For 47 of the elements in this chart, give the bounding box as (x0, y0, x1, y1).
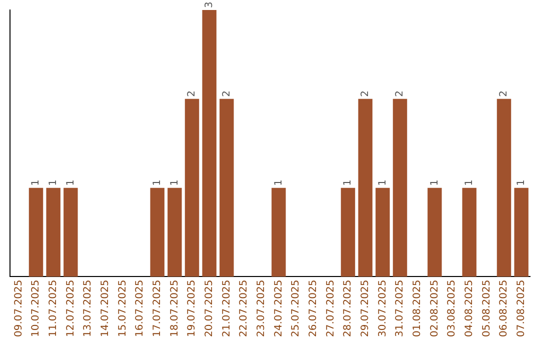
x-tick-label: 16.07.2025 (134, 280, 146, 338)
x-tick-label: 03.08.2025 (446, 280, 458, 338)
data-label: 1 (464, 179, 475, 186)
data-label: 2 (221, 90, 232, 97)
x-tick-label: 02.08.2025 (429, 280, 440, 338)
data-label: 1 (65, 179, 76, 186)
data-label: 2 (498, 90, 510, 97)
data-label: 1 (169, 179, 180, 186)
x-tick-label: 13.07.2025 (82, 280, 94, 338)
x-tick-label: 11.07.2025 (48, 280, 59, 338)
x-tick-label: 15.07.2025 (117, 280, 128, 338)
x-tick-label: 30.07.2025 (377, 280, 388, 338)
data-label: 2 (360, 90, 371, 97)
x-tick-label: 20.07.2025 (204, 280, 215, 338)
x-tick-label: 19.07.2025 (186, 280, 198, 338)
data-label: 2 (186, 90, 198, 97)
data-label: 1 (429, 179, 440, 186)
x-tick-label: 06.08.2025 (498, 280, 510, 338)
x-tick-label: 07.08.2025 (516, 280, 527, 338)
x-tick-label: 09.07.2025 (13, 280, 24, 338)
x-tick-label: 12.07.2025 (65, 280, 76, 338)
x-tick-label: 25.07.2025 (290, 280, 302, 338)
x-tick-label: 26.07.2025 (308, 280, 319, 338)
data-label: 1 (342, 179, 354, 186)
x-tick-label: 22.07.2025 (238, 280, 250, 338)
x-tick-label: 18.07.2025 (169, 280, 180, 338)
x-tick-label: 21.07.2025 (221, 280, 232, 338)
x-tick-label: 24.07.2025 (273, 280, 284, 338)
data-label: 1 (273, 179, 284, 186)
data-label: 1 (152, 179, 163, 186)
x-tick-label: 10.07.2025 (30, 280, 42, 338)
x-tick-label: 23.07.2025 (256, 280, 267, 338)
data-label: 3 (204, 2, 215, 8)
x-tick-label: 17.07.2025 (152, 280, 163, 338)
data-label: 1 (377, 179, 388, 186)
x-tick-label: 27.07.2025 (325, 280, 336, 338)
data-label: 1 (30, 179, 42, 186)
data-label: 1 (516, 179, 527, 186)
x-tick-label: 28.07.2025 (342, 280, 354, 338)
x-tick-label: 29.07.2025 (360, 280, 371, 338)
x-tick-label: 05.08.2025 (481, 280, 492, 338)
x-tick-label: 14.07.2025 (100, 280, 111, 338)
x-tick-label: 01.08.2025 (412, 280, 423, 338)
data-label: 1 (48, 179, 59, 186)
x-tick-label: 31.07.2025 (394, 280, 406, 338)
data-label: 2 (394, 90, 406, 97)
x-tick-label: 04.08.2025 (464, 280, 475, 338)
